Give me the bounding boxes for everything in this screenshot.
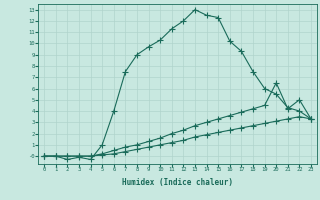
X-axis label: Humidex (Indice chaleur): Humidex (Indice chaleur) <box>122 178 233 187</box>
